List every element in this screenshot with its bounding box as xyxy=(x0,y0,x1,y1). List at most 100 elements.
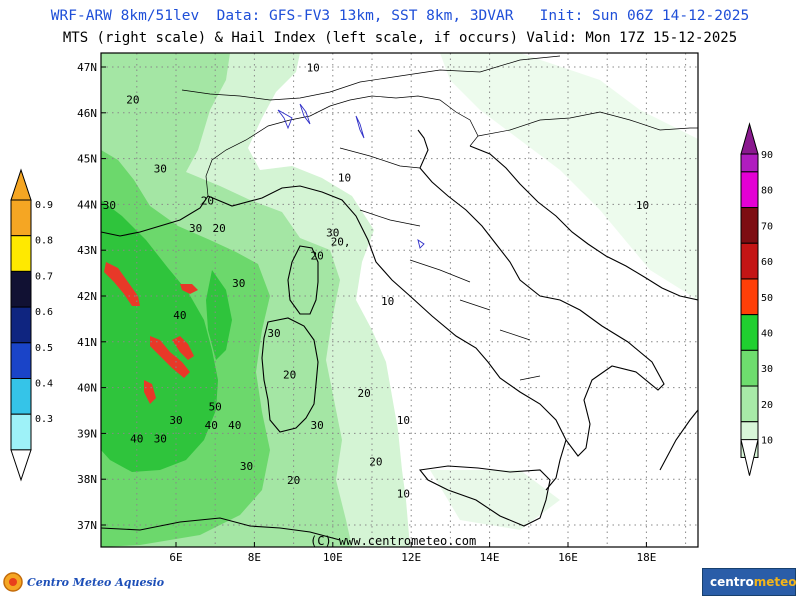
coast-france xyxy=(101,195,209,237)
scale-label: 60 xyxy=(761,257,773,268)
map-borders xyxy=(181,55,698,381)
contour-label: 10 xyxy=(397,414,410,427)
contour-label: 10 xyxy=(397,488,410,501)
scale-top-cap xyxy=(740,122,759,155)
contour-label: 30 xyxy=(154,162,167,175)
contour-label: 10 xyxy=(636,199,649,212)
map-gridlines xyxy=(101,53,698,547)
map-frame xyxy=(100,52,699,548)
scale-swatch xyxy=(10,270,32,308)
scale-swatch xyxy=(10,342,32,379)
contour-label: 20 xyxy=(358,387,371,400)
field-10-20-east xyxy=(440,53,698,300)
lon-label: 10E xyxy=(323,551,343,564)
lat-label: 38N xyxy=(77,473,97,486)
lake-trasimeno xyxy=(417,238,425,249)
scale-swatch xyxy=(740,278,759,316)
scale-swatch xyxy=(740,314,759,351)
contour-label: 20 xyxy=(126,94,139,107)
border-regions xyxy=(339,147,541,381)
scale-swatch xyxy=(740,349,759,387)
scale-label: 30 xyxy=(761,364,773,375)
chart-title-line2: MTS (right scale) & Hail Index (left sca… xyxy=(62,30,738,46)
lake-maggiore xyxy=(277,109,293,130)
contour-label: 20 xyxy=(201,194,214,207)
contour-label: 40 xyxy=(173,309,186,322)
contour-label: 20 xyxy=(310,249,323,262)
contour-label: 30 xyxy=(103,199,116,212)
lon-label: 8E xyxy=(248,551,261,564)
contour-label: 20 xyxy=(283,368,296,381)
border-north xyxy=(181,55,561,101)
field-40-50-b xyxy=(206,270,232,360)
map-lakes xyxy=(277,103,425,249)
field-50-plus-b xyxy=(150,336,190,378)
lat-label: 39N xyxy=(77,427,97,440)
lat-label: 47N xyxy=(77,61,97,74)
lon-label: 14E xyxy=(480,551,500,564)
contour-label: 40 xyxy=(130,433,143,446)
lat-label: 42N xyxy=(77,290,97,303)
lake-como xyxy=(299,103,311,125)
map-field-layer xyxy=(101,53,698,547)
latitude-labels: 47N 46N 45N 44N 43N 42N 41N 40N 39N 38N 37N xyxy=(77,61,106,532)
lon-label: 16E xyxy=(558,551,578,564)
contour-label: 20 xyxy=(212,222,225,235)
scale-label: 0.9 xyxy=(35,200,53,211)
lon-label: 12E xyxy=(401,551,421,564)
contour-label: 40 xyxy=(228,419,241,432)
scale-swatch xyxy=(740,171,759,209)
mts-scale: 90 80 70 60 50 40 30 20 10 xyxy=(740,122,773,476)
scale-label: 70 xyxy=(761,221,773,232)
lat-label: 43N xyxy=(77,244,97,257)
contour-label: 30 xyxy=(154,433,167,446)
contour-label: 20 xyxy=(369,455,382,468)
contour-label: 30 xyxy=(189,222,202,235)
coast-italy-mainland xyxy=(207,129,665,457)
scale-label: 80 xyxy=(761,186,773,197)
scale-swatch xyxy=(10,306,32,344)
scale-swatch xyxy=(10,199,32,237)
scale-label: 90 xyxy=(761,150,773,161)
scale-bottom-cap xyxy=(10,449,32,482)
hail-index-scale: 0.9 0.8 0.7 0.6 0.5 0.4 0.3 xyxy=(10,168,53,482)
scale-swatch xyxy=(10,413,32,451)
sun-icon xyxy=(3,572,23,592)
field-10-20-south xyxy=(430,470,560,530)
scale-label: 10 xyxy=(761,436,773,447)
lake-garda xyxy=(355,115,365,139)
contour-label: 50 xyxy=(209,401,222,414)
field-50-plus-d xyxy=(144,380,156,404)
coast-sicily xyxy=(418,465,551,527)
scale-label: 0.6 xyxy=(35,307,53,318)
lat-label: 40N xyxy=(77,382,97,395)
right-logo-text: centrometeo xyxy=(710,575,797,589)
scale-label: 0.4 xyxy=(35,379,53,390)
coast-north-africa xyxy=(101,517,341,541)
lat-label: 41N xyxy=(77,336,97,349)
field-50-plus-e xyxy=(180,284,198,294)
contour-label: 20, xyxy=(331,236,351,249)
lon-label: 18E xyxy=(636,551,656,564)
coast-calabria xyxy=(545,439,567,491)
border-balkans xyxy=(477,111,698,137)
contour-label: 10 xyxy=(381,295,394,308)
scale-label: 0.8 xyxy=(35,236,53,247)
scale-label: 40 xyxy=(761,329,773,340)
contour-label: 40 xyxy=(205,419,218,432)
contour-label: 10 xyxy=(338,172,351,185)
scale-swatch xyxy=(740,385,759,423)
contour-label: 20 xyxy=(287,474,300,487)
scale-label: 0.5 xyxy=(35,343,53,354)
border-alps xyxy=(205,95,479,197)
scale-label: 50 xyxy=(761,293,773,304)
coast-greece xyxy=(659,409,698,471)
contour-label: 30 xyxy=(310,419,323,432)
scale-label: 0.3 xyxy=(35,414,53,425)
field-50-plus-c xyxy=(172,336,194,360)
chart-title-line1: WRF-ARW 8km/51lev Data: GFS-FV3 13km, SS… xyxy=(50,8,750,24)
copyright-text: (C) www.centrometeo.com xyxy=(310,534,476,548)
coast-corsica xyxy=(287,245,319,315)
